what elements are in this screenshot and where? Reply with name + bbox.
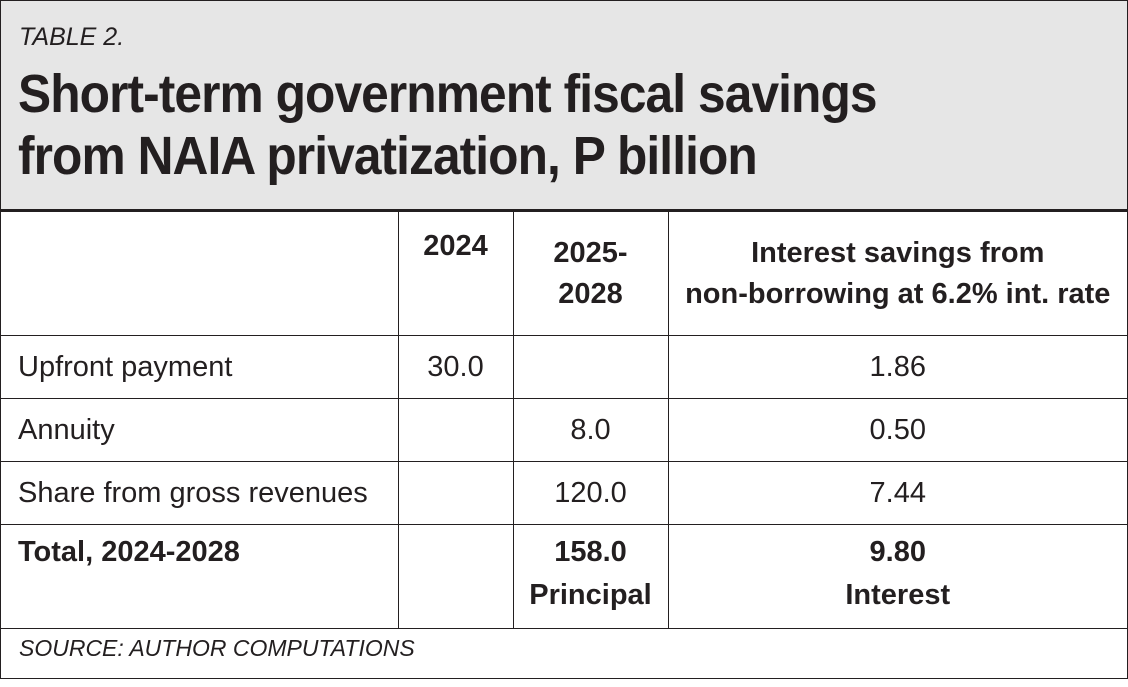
total-principal-value: 158.0 <box>554 536 627 568</box>
column-header-2025-2028-line-1: 2025- <box>553 236 628 269</box>
row-label: Upfront payment <box>1 335 399 399</box>
table-header-band: TABLE 2. Short-term government fiscal sa… <box>1 1 1127 211</box>
cell-2025-2028: 120.0 <box>512 461 669 525</box>
column-header-interest-line-1: Interest savings from <box>751 236 1045 269</box>
total-label: Total, 2024-2028 <box>1 524 399 629</box>
column-header-2024: 2024 <box>397 211 514 336</box>
table-row: Upfront payment 30.0 1.86 <box>1 335 1127 399</box>
table-label: TABLE 2. <box>19 23 125 51</box>
cell-2024: 30.0 <box>397 335 514 399</box>
cell-2025-2028 <box>512 335 669 399</box>
row-label: Annuity <box>1 398 399 462</box>
table-title: Short-term government fiscal savings fro… <box>18 63 1030 187</box>
cell-interest: 1.86 <box>667 335 1127 399</box>
column-header-2025-2028-line-2: 2028 <box>558 277 623 310</box>
row-label: Share from gross revenues <box>1 461 399 525</box>
total-cell-2024 <box>397 524 514 629</box>
column-header-interest-line-2: non-borrowing at 6.2% int. rate <box>685 277 1111 310</box>
cell-2025-2028: 8.0 <box>512 398 669 462</box>
total-principal-note: Principal <box>529 579 652 611</box>
table-header-row: 2024 2025- 2028 Interest savings from no… <box>1 211 1127 336</box>
table-row: Annuity 8.0 0.50 <box>1 398 1127 462</box>
cell-interest: 7.44 <box>667 461 1127 525</box>
total-cell-interest: 9.80 Interest <box>667 524 1127 629</box>
cell-2024 <box>397 461 514 525</box>
source-note: SOURCE: AUTHOR COMPUTATIONS <box>19 635 415 661</box>
column-header-blank <box>1 211 399 336</box>
column-header-2025-2028: 2025- 2028 <box>512 211 669 336</box>
cell-interest: 0.50 <box>667 398 1127 462</box>
column-header-2024-text: 2024 <box>423 230 488 262</box>
total-interest-note: Interest <box>845 579 951 611</box>
column-header-interest-savings: Interest savings from non-borrowing at 6… <box>667 211 1127 336</box>
total-cell-2025-2028: 158.0 Principal <box>512 524 669 629</box>
table-title-line-1: Short-term government fiscal savings <box>18 64 878 124</box>
savings-table: 2024 2025- 2028 Interest savings from no… <box>1 211 1127 629</box>
cell-2024 <box>397 398 514 462</box>
table-title-line-2: from NAIA privatization, P billion <box>18 126 758 186</box>
total-row: Total, 2024-2028 158.0 Principal 9.80 In… <box>1 524 1127 629</box>
total-interest-value: 9.80 <box>869 536 926 568</box>
table-row: Share from gross revenues 120.0 7.44 <box>1 461 1127 525</box>
